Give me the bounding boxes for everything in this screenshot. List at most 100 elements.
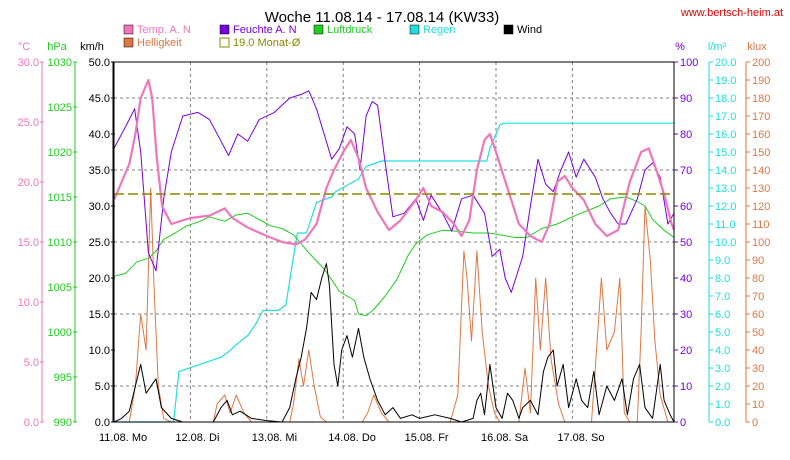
wind-tick-label: 0.0 [95, 417, 110, 429]
temp-tick-label: 5.0 [24, 357, 39, 369]
wind-tick-label: 30.0 [89, 201, 110, 213]
humidity-tick-label: 40 [680, 273, 692, 285]
legend-swatch-brightness [123, 37, 134, 48]
pressure-tick-label: 1015 [48, 192, 72, 204]
legend-label-wind: Wind [517, 24, 542, 36]
rain-tick-label: 7.0 [715, 291, 730, 303]
site-url[interactable]: www.bertsch-heim.at [680, 7, 783, 19]
brightness-tick-label: 40 [752, 345, 764, 357]
brightness-tick-label: 130 [752, 183, 770, 195]
wind-tick-label: 50.0 [89, 57, 110, 69]
day-label: 15.08. Fr [405, 432, 449, 444]
humidity-tick-label: 60 [680, 201, 692, 213]
temp-tick-label: 0.0 [24, 417, 39, 429]
pressure-axis-unit: hPa [47, 41, 67, 53]
rain-tick-label: 9.0 [715, 255, 730, 267]
legend: Temp. A. N Feuchte A. N Luftdruck Regen Wind… [123, 24, 542, 49]
pressure-tick-label: 990 [54, 417, 72, 429]
brightness-tick-label: 0 [752, 417, 758, 429]
humidity-tick-label: 0 [680, 417, 686, 429]
legend-swatch-monthavg [219, 37, 230, 48]
wind-tick-label: 5.0 [95, 381, 110, 393]
brightness-tick-label: 160 [752, 129, 770, 141]
legend-label-temp: Temp. A. N [137, 24, 191, 36]
humidity-axis-unit: % [675, 41, 685, 53]
pressure-tick-label: 995 [54, 372, 72, 384]
rain-tick-label: 14.0 [715, 165, 736, 177]
wind-tick-label: 45.0 [89, 93, 110, 105]
rain-tick-label: 12.0 [715, 201, 736, 213]
brightness-tick-label: 190 [752, 75, 770, 87]
rain-tick-label: 10.0 [715, 237, 736, 249]
series-rain-line [114, 122, 674, 423]
legend-label-rain: Regen [423, 24, 455, 36]
temp-tick-label: 20.0 [18, 177, 39, 189]
temp-tick-label: 10.0 [18, 297, 39, 309]
pressure-tick-label: 1020 [48, 147, 72, 159]
rain-tick-label: 11.0 [715, 219, 736, 231]
series-layer [112, 78, 676, 423]
brightness-tick-label: 170 [752, 111, 770, 123]
series-pressure-line [113, 196, 675, 317]
humidity-tick-label: 50 [680, 237, 692, 249]
rain-tick-label: 18.0 [715, 93, 736, 105]
brightness-tick-label: 120 [752, 201, 770, 213]
rain-tick-label: 1.0 [715, 399, 730, 411]
rain-tick-label: 13.0 [715, 183, 736, 195]
brightness-tick-label: 90 [752, 255, 764, 267]
rain-tick-label: 5.0 [715, 327, 730, 339]
rain-tick-label: 8.0 [715, 273, 730, 285]
humidity-tick-label: 90 [680, 93, 692, 105]
wind-tick-label: 25.0 [89, 237, 110, 249]
day-label: 11.08. Mo [99, 432, 147, 444]
day-label: 14.08. Do [328, 432, 376, 444]
brightness-tick-label: 80 [752, 273, 764, 285]
humidity-tick-label: 30 [680, 309, 692, 321]
chart-title: Woche 11.08.14 - 17.08.14 (KW33) [265, 9, 500, 26]
brightness-tick-label: 100 [752, 237, 770, 249]
brightness-tick-label: 20 [752, 381, 764, 393]
humidity-tick-label: 70 [680, 165, 692, 177]
wind-tick-label: 20.0 [89, 273, 110, 285]
series-wind-line [113, 263, 675, 423]
humidity-tick-label: 20 [680, 345, 692, 357]
legend-swatch-humidity [219, 24, 230, 35]
pressure-tick-label: 1030 [48, 57, 72, 69]
legend-swatch-pressure [313, 24, 324, 35]
pressure-tick-label: 1000 [48, 327, 72, 339]
plot-grid [114, 62, 674, 422]
humidity-tick-label: 80 [680, 129, 692, 141]
rain-tick-label: 0.0 [715, 417, 730, 429]
brightness-tick-label: 60 [752, 309, 764, 321]
pressure-tick-label: 1010 [48, 237, 72, 249]
brightness-tick-label: 70 [752, 291, 764, 303]
rain-tick-label: 15.0 [715, 147, 736, 159]
rain-tick-label: 4.0 [715, 345, 730, 357]
legend-label-pressure: Luftdruck [327, 24, 373, 36]
brightness-tick-label: 50 [752, 327, 764, 339]
rain-axis-unit: l/m² [708, 41, 727, 53]
series-temp-line [112, 78, 676, 246]
temp-axis-unit: °C [18, 41, 30, 53]
temp-tick-label: 15.0 [18, 237, 39, 249]
legend-label-monthavg: 19.0 Monat-Ø [233, 37, 301, 49]
brightness-tick-label: 110 [752, 219, 770, 231]
brightness-tick-label: 10 [752, 399, 764, 411]
temp-tick-label: 30.0 [18, 57, 39, 69]
legend-label-humidity: Feuchte A. N [233, 24, 297, 36]
rain-tick-label: 17.0 [715, 111, 736, 123]
legend-label-brightness: Helligkeit [137, 37, 182, 49]
wind-tick-label: 40.0 [89, 129, 110, 141]
temp-tick-label: 25.0 [18, 117, 39, 129]
legend-swatch-wind [503, 24, 514, 35]
wind-axis-unit: km/h [80, 41, 104, 53]
rain-tick-label: 20.0 [715, 57, 736, 69]
day-label: 16.08. Sa [481, 432, 529, 444]
wind-tick-label: 35.0 [89, 165, 110, 177]
day-label: 13.08. Mi [252, 432, 297, 444]
rain-tick-label: 16.0 [715, 129, 736, 141]
brightness-tick-label: 140 [752, 165, 770, 177]
wind-tick-label: 15.0 [89, 309, 110, 321]
rain-tick-label: 3.0 [715, 363, 730, 375]
